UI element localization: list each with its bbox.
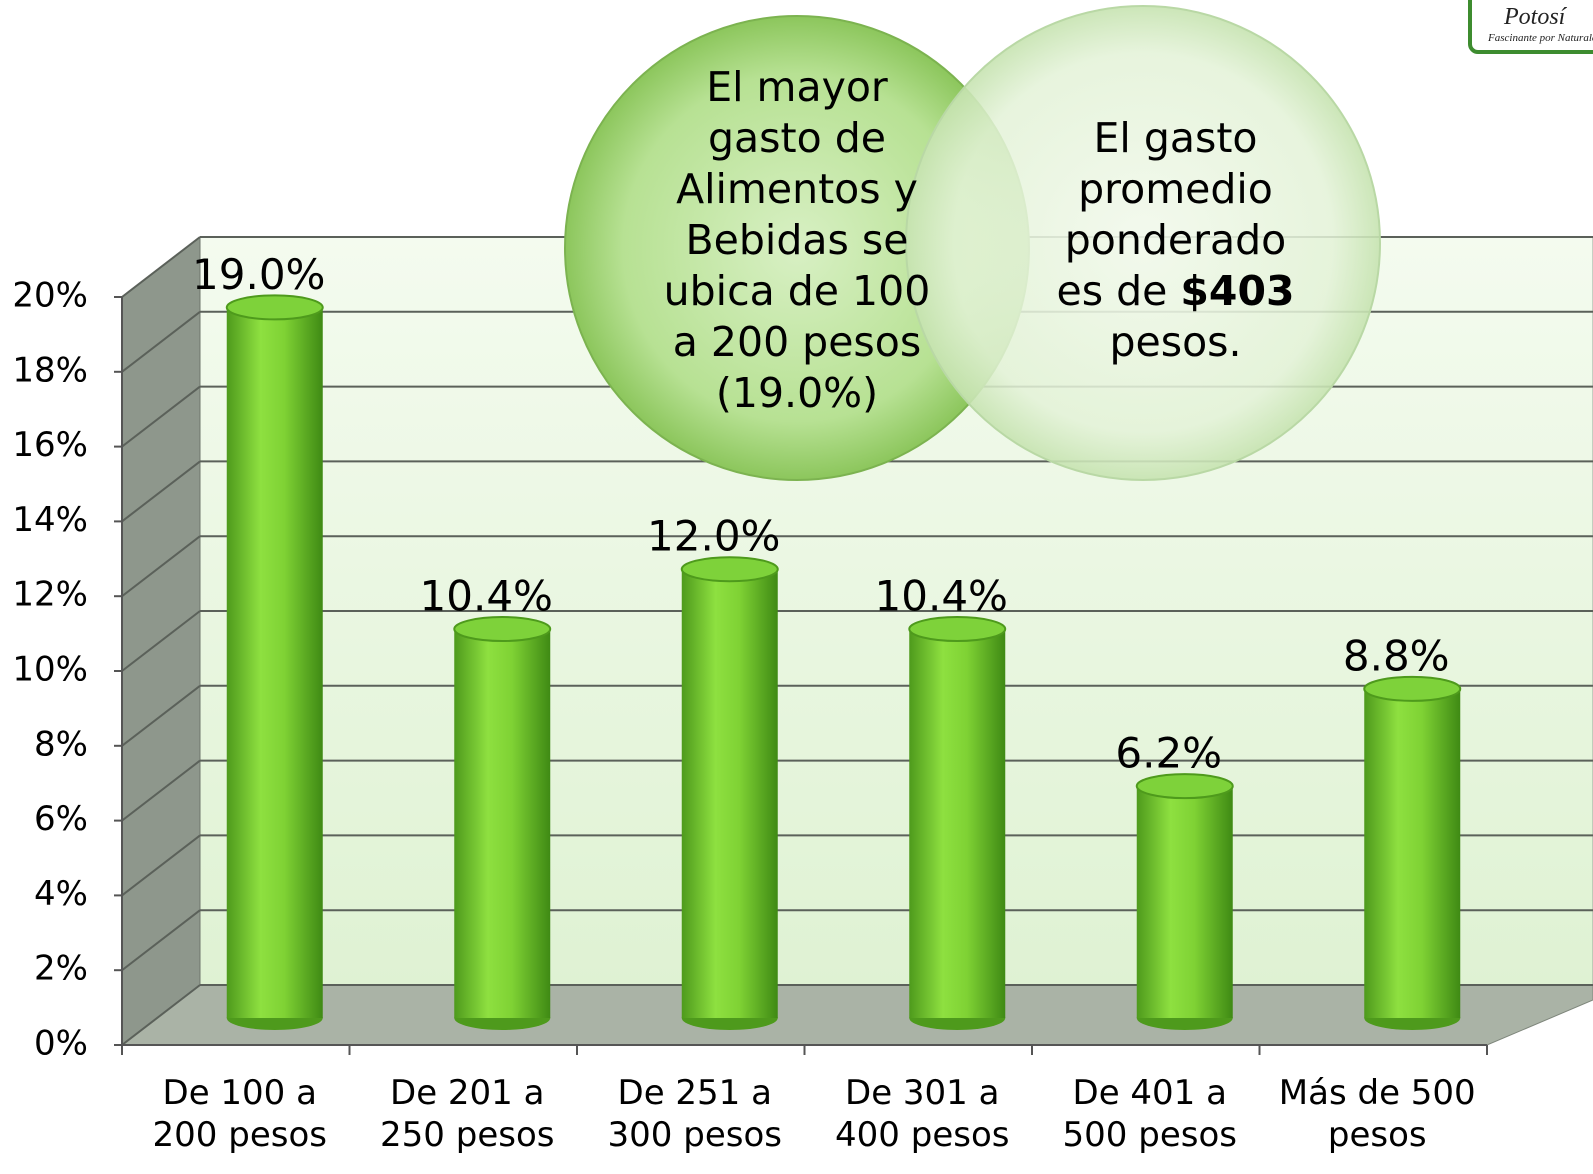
x-tick-label: Más de 500 pesos — [1278, 1073, 1476, 1155]
callout-circle — [905, 5, 1381, 481]
logo-slogan: Fascinante por Naturaleza — [1488, 32, 1593, 44]
bar-body — [1364, 688, 1461, 1018]
bar-body — [1136, 786, 1233, 1018]
bar-body — [909, 629, 1006, 1018]
callout-text: El mayor gasto de Alimentos y Bebidas se… — [663, 63, 931, 417]
bar-top — [1363, 675, 1462, 702]
bar — [908, 616, 1007, 1030]
callout-text-part: pesos. — [1109, 318, 1242, 366]
y-tick-label: 0% — [34, 1024, 88, 1064]
logo: Potosí Fascinante por Naturaleza — [1468, 0, 1593, 54]
grid-line-side — [121, 311, 201, 373]
grid-line-side — [121, 610, 201, 672]
value-label: 6.2% — [1115, 729, 1222, 778]
y-tick-label: 6% — [34, 799, 88, 839]
y-tick-label: 16% — [12, 425, 88, 465]
bar — [1363, 675, 1462, 1030]
x-tick-label: De 401 a 500 pesos — [1062, 1073, 1237, 1155]
value-label: 8.8% — [1343, 631, 1450, 680]
bar — [680, 556, 779, 1030]
bar-top — [225, 294, 324, 321]
y-tick-label: 4% — [34, 874, 88, 914]
y-tick-label: 8% — [34, 724, 88, 764]
bar-body — [681, 569, 778, 1018]
y-tick-label: 12% — [12, 575, 88, 615]
y-tick-label: 20% — [12, 276, 88, 316]
value-label: 10.4% — [875, 572, 1008, 621]
x-tick-label: De 301 a 400 pesos — [835, 1073, 1010, 1155]
bar-body — [454, 629, 551, 1018]
grid-line-side — [121, 909, 201, 971]
value-label: 19.0% — [192, 250, 325, 299]
grid-line-side — [121, 759, 201, 822]
bar-top — [453, 616, 552, 643]
grid-line-side — [121, 535, 201, 597]
bar — [1135, 773, 1234, 1030]
bar-top — [908, 616, 1007, 643]
x-tick-label: De 251 a 300 pesos — [607, 1073, 782, 1155]
grid-line-side — [121, 385, 201, 448]
bar-body — [226, 307, 323, 1018]
bar-top — [680, 556, 779, 583]
value-label: 10.4% — [420, 572, 553, 621]
callout-text: El gasto promedio ponderado es de $403 p… — [1043, 113, 1308, 368]
grid-line-side — [121, 984, 201, 1046]
y-tick-label: 14% — [12, 500, 88, 540]
x-tick-label: De 100 a 200 pesos — [152, 1073, 327, 1155]
y-tick-label: 2% — [34, 949, 88, 989]
grid-line-side — [121, 685, 201, 747]
grid-line-side — [121, 236, 201, 298]
grid-line-side — [121, 834, 201, 897]
y-tick-label: 10% — [12, 650, 88, 690]
value-label: 12.0% — [647, 512, 780, 561]
x-tick-label: De 201 a 250 pesos — [380, 1073, 555, 1155]
callout-text-part: El gasto promedio ponderado es de — [1056, 114, 1287, 315]
grid-line-side — [121, 460, 201, 523]
y-tick-label: 18% — [12, 350, 88, 390]
bar — [225, 294, 324, 1030]
logo-title: Potosí — [1504, 4, 1566, 30]
callout-highlight: $403 — [1180, 267, 1295, 315]
bar — [453, 616, 552, 1030]
bar-top — [1135, 773, 1234, 800]
